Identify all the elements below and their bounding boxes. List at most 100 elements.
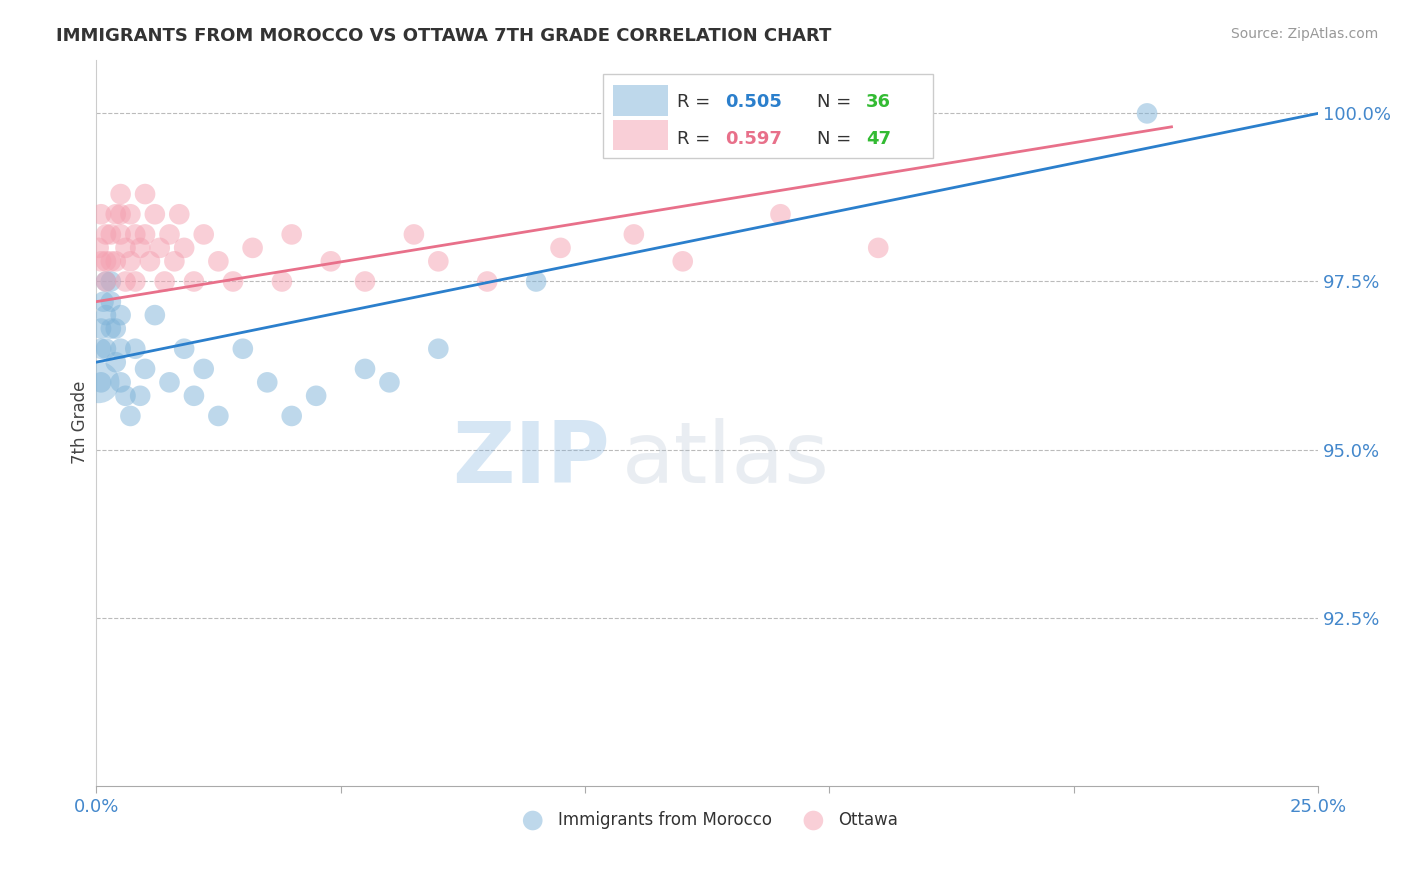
Point xyxy=(139,254,162,268)
Point xyxy=(672,254,695,268)
Point xyxy=(427,254,450,268)
Point xyxy=(100,321,122,335)
Point xyxy=(524,275,547,289)
Point xyxy=(153,275,176,289)
Point xyxy=(378,376,401,390)
Point xyxy=(129,389,152,403)
Legend: Immigrants from Morocco, Ottawa: Immigrants from Morocco, Ottawa xyxy=(509,805,905,836)
Point xyxy=(319,254,342,268)
Point xyxy=(207,254,229,268)
Text: 47: 47 xyxy=(866,130,891,148)
Point xyxy=(134,227,156,242)
Point xyxy=(134,362,156,376)
Point xyxy=(90,376,112,390)
Text: N =: N = xyxy=(817,93,858,111)
Point xyxy=(100,254,122,268)
Point xyxy=(1136,106,1159,120)
Point xyxy=(183,389,205,403)
Point xyxy=(143,207,166,221)
Point xyxy=(149,241,172,255)
Text: 36: 36 xyxy=(866,93,891,111)
Point xyxy=(110,187,132,202)
Point xyxy=(623,227,645,242)
Point xyxy=(94,227,117,242)
Point xyxy=(90,254,112,268)
Point xyxy=(354,362,377,376)
Point xyxy=(242,241,264,255)
Point xyxy=(104,321,127,335)
Point xyxy=(193,227,215,242)
FancyBboxPatch shape xyxy=(613,85,668,116)
Point xyxy=(110,227,132,242)
Point xyxy=(232,342,254,356)
Point xyxy=(104,355,127,369)
Point xyxy=(134,187,156,202)
Text: atlas: atlas xyxy=(621,417,830,500)
Point xyxy=(90,321,112,335)
Text: IMMIGRANTS FROM MOROCCO VS OTTAWA 7TH GRADE CORRELATION CHART: IMMIGRANTS FROM MOROCCO VS OTTAWA 7TH GR… xyxy=(56,27,831,45)
Point xyxy=(193,362,215,376)
Point xyxy=(222,275,245,289)
Text: R =: R = xyxy=(676,93,716,111)
Point xyxy=(90,207,112,221)
Point xyxy=(159,227,181,242)
FancyBboxPatch shape xyxy=(603,74,934,158)
Text: N =: N = xyxy=(817,130,858,148)
Y-axis label: 7th Grade: 7th Grade xyxy=(72,381,89,465)
Point xyxy=(169,207,191,221)
Point xyxy=(159,376,181,390)
Point xyxy=(129,241,152,255)
Text: 0.505: 0.505 xyxy=(725,93,782,111)
Point xyxy=(104,207,127,221)
Point xyxy=(280,409,302,423)
Point xyxy=(87,241,110,255)
Point xyxy=(207,409,229,423)
Point xyxy=(100,275,122,289)
Point xyxy=(868,241,890,255)
Point xyxy=(173,241,195,255)
Point xyxy=(94,275,117,289)
Point xyxy=(114,241,136,255)
Point xyxy=(110,308,132,322)
Point xyxy=(550,241,572,255)
Point xyxy=(114,275,136,289)
Point xyxy=(94,275,117,289)
Point xyxy=(124,275,146,289)
Point xyxy=(100,294,122,309)
Point xyxy=(402,227,425,242)
Point xyxy=(305,389,328,403)
Point xyxy=(110,376,132,390)
Point xyxy=(87,376,110,390)
Text: 0.597: 0.597 xyxy=(725,130,782,148)
Point xyxy=(143,308,166,322)
Point xyxy=(104,254,127,268)
Point xyxy=(90,342,112,356)
Text: ZIP: ZIP xyxy=(451,417,609,500)
Point xyxy=(183,275,205,289)
Point xyxy=(110,342,132,356)
Point xyxy=(94,342,117,356)
Point xyxy=(120,207,142,221)
Point xyxy=(477,275,499,289)
Point xyxy=(94,254,117,268)
Point xyxy=(173,342,195,356)
Point xyxy=(280,227,302,242)
Point xyxy=(256,376,278,390)
Point xyxy=(120,409,142,423)
Text: Source: ZipAtlas.com: Source: ZipAtlas.com xyxy=(1230,27,1378,41)
Point xyxy=(120,254,142,268)
Point xyxy=(124,342,146,356)
FancyBboxPatch shape xyxy=(613,120,668,151)
Point xyxy=(427,342,450,356)
Point xyxy=(94,308,117,322)
Point xyxy=(110,207,132,221)
Point xyxy=(271,275,294,289)
Point xyxy=(100,227,122,242)
Point xyxy=(354,275,377,289)
Point xyxy=(124,227,146,242)
Text: R =: R = xyxy=(676,130,716,148)
Point xyxy=(93,294,115,309)
Point xyxy=(114,389,136,403)
Point xyxy=(769,207,792,221)
Point xyxy=(163,254,186,268)
